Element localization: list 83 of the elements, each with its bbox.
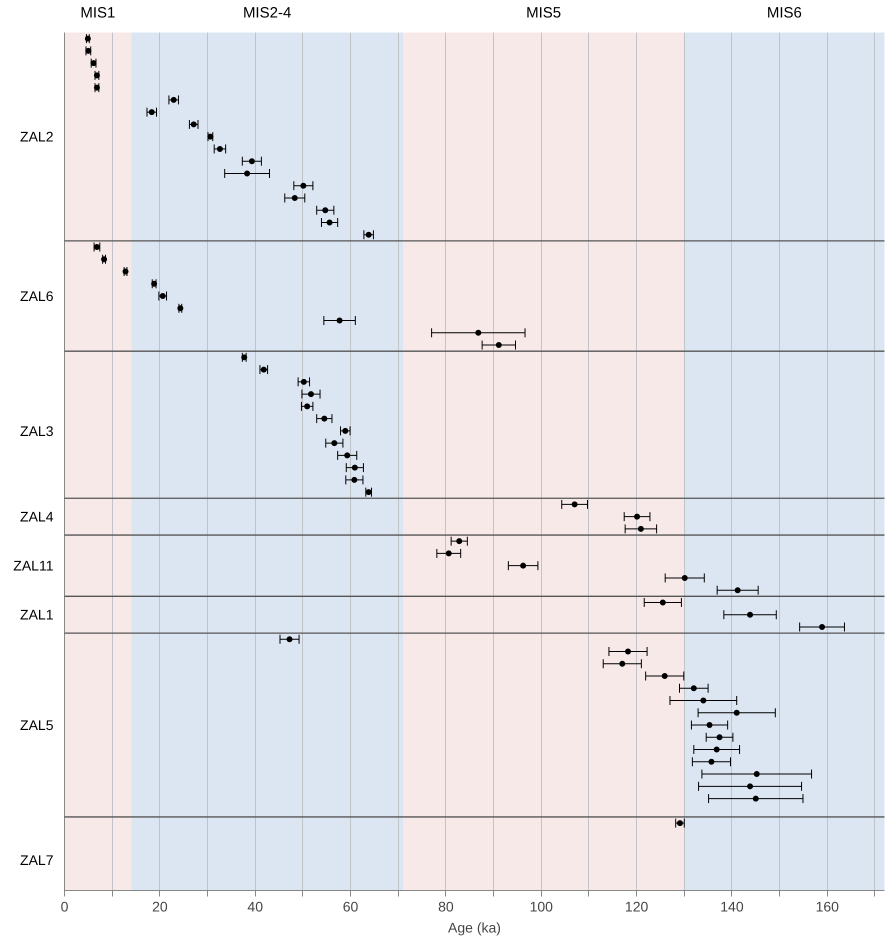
point xyxy=(714,746,720,753)
point xyxy=(90,60,97,66)
point xyxy=(752,796,759,802)
point xyxy=(84,36,91,42)
band-label: MIS2-4 xyxy=(242,4,292,22)
point xyxy=(734,710,740,716)
point xyxy=(754,771,760,778)
y-tick-label: ZAL11 xyxy=(13,558,54,574)
point xyxy=(300,182,306,189)
y-tick-label: ZAL1 xyxy=(20,606,54,623)
point xyxy=(85,48,92,54)
band-label: MIS1 xyxy=(80,4,116,22)
y-tick-label: ZAL4 xyxy=(20,508,54,525)
point xyxy=(326,219,333,226)
point xyxy=(520,562,526,569)
point xyxy=(446,550,452,556)
point xyxy=(94,72,100,78)
point xyxy=(304,403,310,410)
point xyxy=(366,232,372,238)
x-tick-label: 80 xyxy=(438,898,454,914)
point xyxy=(101,256,108,262)
point xyxy=(496,342,502,348)
y-tick-label: ZAL6 xyxy=(20,288,54,304)
point xyxy=(94,84,100,91)
point xyxy=(342,428,348,434)
point xyxy=(708,758,714,765)
point xyxy=(148,109,155,116)
point xyxy=(747,612,754,618)
point xyxy=(308,391,314,398)
point xyxy=(300,378,307,385)
point xyxy=(292,194,298,201)
point xyxy=(682,574,688,581)
point xyxy=(662,673,668,679)
point xyxy=(216,146,223,152)
point xyxy=(366,489,372,496)
y-tick-label: ZAL5 xyxy=(20,717,54,734)
point xyxy=(747,783,754,790)
point xyxy=(619,660,626,667)
point xyxy=(170,96,177,103)
point xyxy=(700,698,706,704)
point xyxy=(160,293,166,300)
point xyxy=(321,416,328,422)
point xyxy=(122,268,129,275)
point xyxy=(336,318,343,324)
x-tick-label: 40 xyxy=(247,898,264,914)
point xyxy=(248,158,255,164)
point xyxy=(475,330,482,336)
x-axis-title: Age (ka) xyxy=(448,920,501,936)
point xyxy=(331,440,338,446)
point xyxy=(572,501,578,508)
point xyxy=(286,636,293,642)
x-tick-label: 120 xyxy=(624,898,648,914)
point xyxy=(151,280,158,287)
point xyxy=(690,685,697,692)
x-tick-label: 100 xyxy=(530,898,554,914)
x-tick-label: 140 xyxy=(720,898,744,914)
x-tick-label: 160 xyxy=(816,898,840,914)
point xyxy=(241,354,248,360)
band-label: MIS6 xyxy=(766,4,802,22)
point xyxy=(638,526,644,532)
point xyxy=(716,734,723,740)
point xyxy=(260,366,267,373)
point xyxy=(734,587,741,594)
x-tick-label: 20 xyxy=(152,898,168,914)
y-tick-label: ZAL3 xyxy=(20,422,54,439)
point xyxy=(244,170,250,176)
point xyxy=(351,476,358,483)
point xyxy=(634,514,640,520)
x-tick-label: 60 xyxy=(342,898,359,914)
band-label: MIS5 xyxy=(526,4,562,22)
y-tick-label: ZAL7 xyxy=(20,852,54,868)
point xyxy=(352,464,358,471)
point xyxy=(625,648,632,654)
point xyxy=(322,207,328,214)
point xyxy=(819,624,826,630)
point xyxy=(456,538,462,544)
y-tick-label: ZAL2 xyxy=(20,128,54,145)
point xyxy=(706,722,713,728)
point xyxy=(207,134,214,140)
x-tick-label: 0 xyxy=(60,898,69,914)
point xyxy=(177,305,184,312)
point xyxy=(660,599,666,606)
point xyxy=(344,452,350,458)
